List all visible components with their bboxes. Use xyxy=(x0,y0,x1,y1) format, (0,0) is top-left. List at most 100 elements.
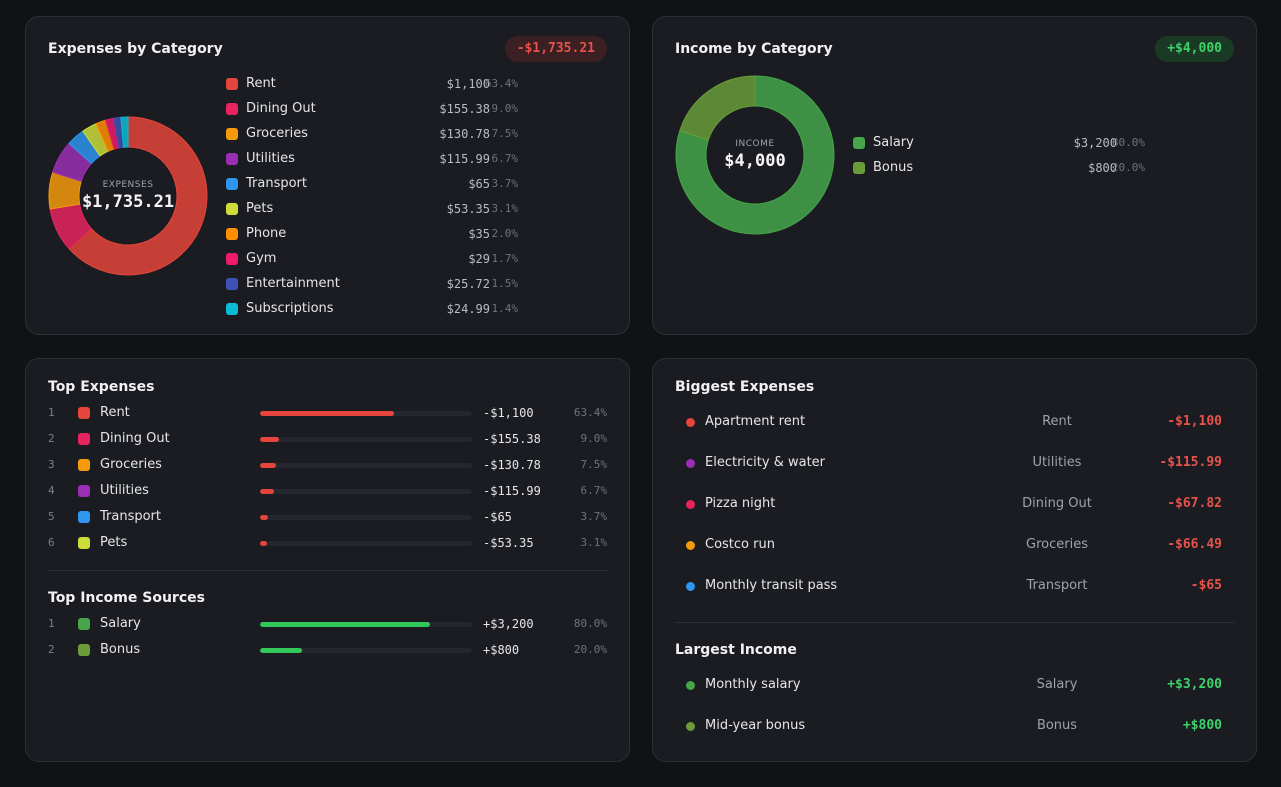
transaction-label: Mid-year bonus xyxy=(705,718,806,733)
section-divider xyxy=(48,570,607,571)
legend-label: Groceries xyxy=(246,126,308,141)
legend-item: Gym $29 1.7% xyxy=(226,248,518,273)
donut-caption: INCOME xyxy=(735,139,775,149)
transaction-row[interactable]: Electricity & water Utilities -$115.99 xyxy=(675,449,1222,490)
legend-label: Rent xyxy=(246,76,276,91)
donut-total: $4,000 xyxy=(724,151,786,171)
legend-percent: 80.0% xyxy=(1111,136,1145,149)
transaction-category: Dining Out xyxy=(1022,496,1092,511)
income-legend: Salary $3,200 80.0% Bonus $800 20.0% xyxy=(853,132,1145,182)
expenses-donut-chart: EXPENSES $1,735.21 xyxy=(48,116,208,276)
transaction-amount: -$115.99 xyxy=(1159,455,1222,470)
donut-slice-bonus xyxy=(679,75,756,141)
amount: -$115.99 xyxy=(483,484,541,498)
legend-amount: $1,100 xyxy=(446,77,490,91)
biggest-expenses-list: Apartment rent Rent -$1,100 Electricity & w… xyxy=(675,408,1222,613)
category-dot xyxy=(686,541,695,550)
ranked-list-row: 1 Salary +$3,200 80.0% xyxy=(48,614,607,640)
income-donut-chart: INCOME $4,000 xyxy=(675,75,835,235)
transaction-row[interactable]: Monthly salary Salary +$3,200 xyxy=(675,671,1222,712)
rank-number: 2 xyxy=(48,432,55,445)
legend-amount: $35 xyxy=(468,227,490,241)
legend-item: Salary $3,200 80.0% xyxy=(853,132,1145,157)
share-bar-fill xyxy=(260,515,268,520)
legend-amount: $130.78 xyxy=(439,127,490,141)
expenses-legend: Rent $1,100 63.4% Dining Out $155.38 9.0% Groc… xyxy=(226,73,518,323)
category-label: Pets xyxy=(100,535,128,550)
legend-label: Salary xyxy=(873,135,914,150)
legend-swatch xyxy=(226,103,238,115)
transaction-label: Pizza night xyxy=(705,496,776,511)
share-bar-track xyxy=(260,515,472,520)
transaction-amount: +$800 xyxy=(1182,718,1222,733)
legend-amount: $53.35 xyxy=(446,202,490,216)
share-bar-fill xyxy=(260,648,303,653)
largest-income-title: Largest Income xyxy=(675,642,797,658)
section-divider xyxy=(675,622,1234,623)
legend-amount: $3,200 xyxy=(1073,136,1117,150)
transaction-amount: -$1,100 xyxy=(1167,414,1222,429)
biggest-lists-card: Biggest Expenses Apartment rent Rent -$1,1… xyxy=(652,358,1257,762)
transaction-row[interactable]: Costco run Groceries -$66.49 xyxy=(675,531,1222,572)
legend-label: Entertainment xyxy=(246,276,340,291)
transaction-row[interactable]: Monthly transit pass Transport -$65 xyxy=(675,572,1222,613)
percent: 80.0% xyxy=(573,617,607,630)
income-total-badge: +$4,000 xyxy=(1155,36,1234,62)
amount: -$1,100 xyxy=(483,406,534,420)
ranked-list-row: 4 Utilities -$115.99 6.7% xyxy=(48,481,607,507)
rank-number: 4 xyxy=(48,484,55,497)
legend-amount: $24.99 xyxy=(446,302,490,316)
share-bar-track xyxy=(260,411,472,416)
donut-total: $1,735.21 xyxy=(81,192,175,212)
transaction-category: Utilities xyxy=(1032,455,1082,470)
ranked-list-row: 3 Groceries -$130.78 7.5% xyxy=(48,455,607,481)
category-dot xyxy=(686,681,695,690)
category-swatch xyxy=(78,433,90,445)
share-bar-track xyxy=(260,489,472,494)
transaction-row[interactable]: Apartment rent Rent -$1,100 xyxy=(675,408,1222,449)
transaction-category: Salary xyxy=(1036,677,1078,692)
donut-slice-rent xyxy=(68,116,208,276)
category-dot xyxy=(686,459,695,468)
amount: +$800 xyxy=(483,643,520,657)
legend-item: Dining Out $155.38 9.0% xyxy=(226,98,518,123)
share-bar-track xyxy=(260,648,472,653)
category-label: Bonus xyxy=(100,642,141,657)
legend-percent: 2.0% xyxy=(491,227,519,240)
category-dot xyxy=(686,582,695,591)
legend-swatch xyxy=(853,137,865,149)
legend-amount: $25.72 xyxy=(446,277,490,291)
transaction-row[interactable]: Pizza night Dining Out -$67.82 xyxy=(675,490,1222,531)
transaction-label: Costco run xyxy=(705,537,775,552)
legend-amount: $65 xyxy=(468,177,490,191)
legend-label: Subscriptions xyxy=(246,301,334,316)
legend-swatch xyxy=(226,303,238,315)
transaction-category: Groceries xyxy=(1026,537,1088,552)
legend-percent: 63.4% xyxy=(484,77,518,90)
legend-label: Bonus xyxy=(873,160,914,175)
legend-percent: 3.7% xyxy=(491,177,519,190)
category-label: Rent xyxy=(100,405,130,420)
legend-percent: 1.4% xyxy=(491,302,519,315)
category-swatch xyxy=(78,459,90,471)
legend-item: Utilities $115.99 6.7% xyxy=(226,148,518,173)
amount: -$53.35 xyxy=(483,536,534,550)
legend-amount: $155.38 xyxy=(439,102,490,116)
top-income-list: 1 Salary +$3,200 80.0% 2 Bonus +$800 20.0% xyxy=(48,614,607,666)
legend-label: Dining Out xyxy=(246,101,316,116)
percent: 20.0% xyxy=(573,643,607,656)
donut-center: INCOME $4,000 xyxy=(675,139,835,171)
transaction-amount: -$65 xyxy=(1190,578,1222,593)
legend-item: Entertainment $25.72 1.5% xyxy=(226,273,518,298)
donut-center: EXPENSES $1,735.21 xyxy=(48,180,208,212)
category-dot xyxy=(686,500,695,509)
share-bar-fill xyxy=(260,463,276,468)
legend-amount: $29 xyxy=(468,252,490,266)
amount: -$130.78 xyxy=(483,458,541,472)
transaction-row[interactable]: Mid-year bonus Bonus +$800 xyxy=(675,712,1222,753)
rank-number: 6 xyxy=(48,536,55,549)
ranked-list-row: 2 Dining Out -$155.38 9.0% xyxy=(48,429,607,455)
expenses-by-category-card: Expenses by Category -$1,735.21 EXPENSES… xyxy=(25,16,630,335)
rank-number: 5 xyxy=(48,510,55,523)
legend-swatch xyxy=(226,153,238,165)
